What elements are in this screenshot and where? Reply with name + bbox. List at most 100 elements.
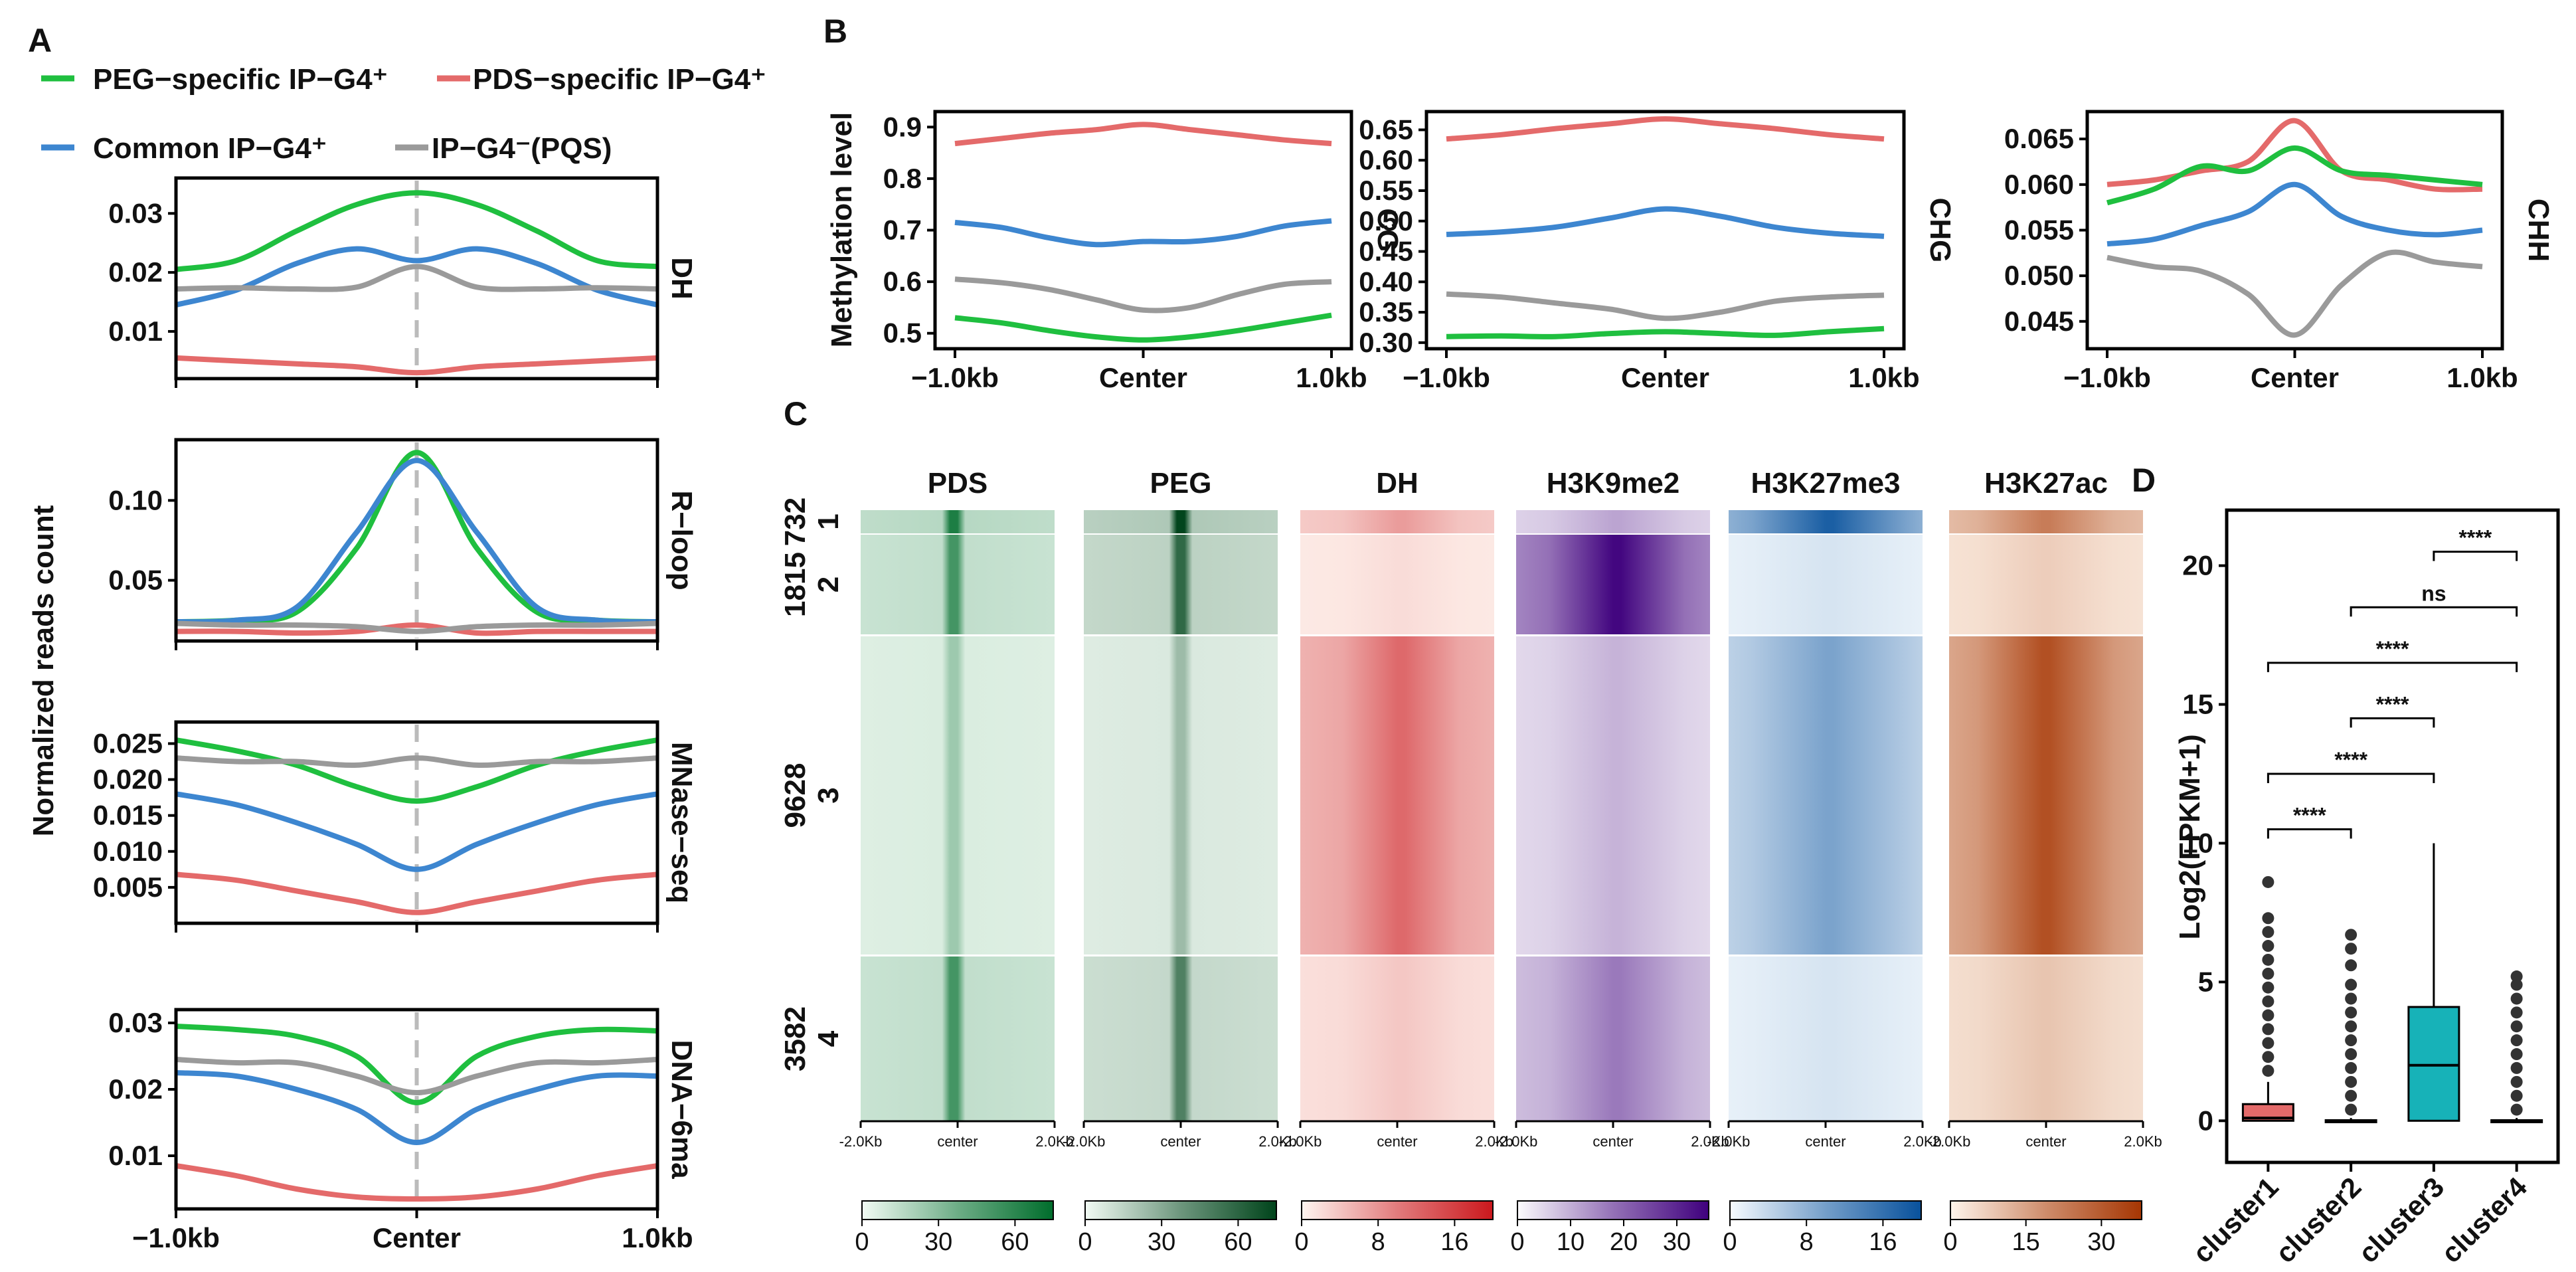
series-line-common	[175, 791, 658, 872]
y-tick-label: 0.8	[883, 163, 922, 194]
heatmap-cluster-1-band	[1729, 510, 1923, 533]
colorbar	[1517, 1200, 1709, 1220]
significance-label: ****	[2458, 526, 2492, 550]
y-tick-label: 10	[2182, 827, 2213, 858]
heatmap-h3k27me3: H3K27me3 -2.0Kb center 2.0Kb 0 8 16	[1707, 467, 1942, 1256]
context-label: CHH	[2522, 199, 2555, 262]
y-tick-label: 0.005	[93, 871, 163, 903]
heatmap-cluster-1-band	[1084, 510, 1278, 533]
outlier-point	[2345, 1075, 2358, 1088]
colorbar-tick-label: 0	[1723, 1228, 1737, 1256]
colorbar-tick-label: 30	[1663, 1228, 1691, 1256]
series-line-peg	[175, 1024, 658, 1105]
x-tick-label: −1.0kb	[1403, 362, 1490, 393]
series-line-pds	[175, 1163, 658, 1202]
x-tick-label: center	[1160, 1133, 1201, 1150]
y-tick-label: 0.025	[93, 727, 163, 759]
outlier-point	[2262, 967, 2275, 980]
significance-label: ****	[2376, 637, 2409, 661]
x-tick-label: −1.0kb	[2063, 362, 2151, 393]
bracket-line	[2267, 662, 2518, 672]
significance-bracket: ****	[2267, 748, 2435, 783]
series-line-pqs	[175, 264, 658, 292]
context-label: CG	[1371, 209, 1404, 252]
methylation-cg: 0.5 0.6 0.7 0.8 0.9 −1.0kb Center 1.0kb CG	[883, 110, 1404, 393]
x-tick-label: 2.0Kb	[1258, 1133, 1297, 1150]
heatmap-cluster-3-band	[1300, 636, 1494, 954]
colorbar-tick-label: 0	[1078, 1228, 1092, 1256]
outlier-point	[2262, 953, 2275, 966]
x-tick-label: center	[1377, 1133, 1417, 1150]
x-tick-label: 2.0Kb	[1691, 1133, 1729, 1150]
cluster-count: 3582	[779, 1006, 812, 1071]
profile-r-loop: 0.05 0.10 R−loop	[108, 438, 698, 650]
outlier-point	[2262, 1051, 2275, 1063]
series-line-peg	[954, 312, 1332, 343]
category-label: cluster1	[2187, 1171, 2284, 1269]
y-tick-label: 0.020	[93, 764, 163, 795]
legend: PEG−specific IP−G4⁺ PDS−specific IP−G4⁺ …	[41, 63, 766, 165]
outlier-point	[2345, 959, 2358, 972]
x-tick-label: -2.0Kb	[1063, 1133, 1106, 1150]
x-tick-label: 1.0kb	[1296, 362, 1367, 393]
x-tick-label: -2.0Kb	[1928, 1133, 1971, 1150]
heatmap-title: H3K27me3	[1751, 467, 1900, 500]
y-tick-label: 0.60	[1359, 144, 1413, 175]
significance-label: ****	[2376, 692, 2409, 716]
x-tick-label: center	[1592, 1133, 1633, 1150]
outlier-point	[2510, 1103, 2523, 1116]
outlier-point	[2510, 1075, 2523, 1088]
x-tick-label: 1.0kb	[1848, 362, 1919, 393]
x-tick-label: -2.0Kb	[1495, 1133, 1538, 1150]
heatmap-peg: PEG -2.0Kb center 2.0Kb 0 30 60	[1063, 467, 1297, 1256]
outlier-point	[2345, 943, 2358, 955]
series-line-pds	[2106, 118, 2483, 193]
heatmap-cluster-2-band	[1300, 535, 1494, 634]
series-line-pqs	[175, 620, 658, 634]
x-tick-label: -2.0Kb	[1707, 1133, 1751, 1150]
significance-label: ns	[2421, 581, 2446, 605]
series-line-peg	[175, 190, 658, 272]
heatmap-title: H3K9me2	[1547, 467, 1680, 500]
category-label: cluster4	[2435, 1171, 2533, 1269]
series-line-common	[2106, 181, 2483, 247]
colorbar-tick-label: 0	[1943, 1228, 1957, 1256]
x-tick-label: 2.0Kb	[1035, 1133, 1074, 1150]
series-line-peg	[175, 737, 658, 804]
colorbar-tick-label: 60	[1224, 1228, 1252, 1256]
series-line-pds	[1446, 116, 1885, 142]
profile-mnase-seq: 0.005 0.010 0.015 0.020 0.025 MNase−seq	[93, 720, 698, 933]
series-line-pds	[954, 122, 1332, 147]
profile-dh: 0.01 0.02 0.03 DH	[108, 176, 698, 388]
heatmap-cluster-2-band	[1729, 535, 1923, 634]
panel-label-c: C	[784, 395, 808, 432]
heatmap-cluster-1-band	[1516, 510, 1710, 533]
series-line-common	[954, 218, 1332, 248]
bracket-line	[2267, 828, 2352, 839]
significance-bracket: ****	[2267, 804, 2352, 839]
series-line-common	[1446, 206, 1885, 239]
colorbar-tick-label: 20	[1610, 1228, 1638, 1256]
colorbar-tick-label: 16	[1440, 1228, 1468, 1256]
track-label: DNA−6ma	[665, 1040, 698, 1179]
y-tick-label: 0.7	[883, 215, 922, 246]
y-tick-label: 0.40	[1359, 266, 1413, 297]
heatmap-cluster-4-band	[1300, 956, 1494, 1121]
y-tick-label: 0.055	[2004, 215, 2074, 246]
outlier-point	[2262, 981, 2275, 994]
colorbar-tick-label: 60	[1001, 1228, 1029, 1256]
colorbar-tick-label: 0	[1294, 1228, 1308, 1256]
heatmap-cluster-3-band	[1084, 636, 1278, 954]
colorbar-tick-label: 8	[1371, 1228, 1385, 1256]
significance-bracket: ****	[2433, 526, 2518, 561]
plot-frame	[933, 110, 1353, 351]
series-line-pqs	[1446, 291, 1885, 321]
heatmap-cluster-2-band	[1949, 535, 2143, 634]
y-tick-label: 0.050	[2004, 260, 2074, 291]
cluster-id: 2	[812, 577, 845, 592]
y-tick-label: 20	[2182, 550, 2213, 581]
category-label: cluster3	[2352, 1171, 2450, 1269]
heatmap-h3k9me2: H3K9me2 -2.0Kb center 2.0Kb 0 10 20 30	[1495, 467, 1729, 1256]
cluster-label-4: 3582 4	[779, 1006, 845, 1071]
